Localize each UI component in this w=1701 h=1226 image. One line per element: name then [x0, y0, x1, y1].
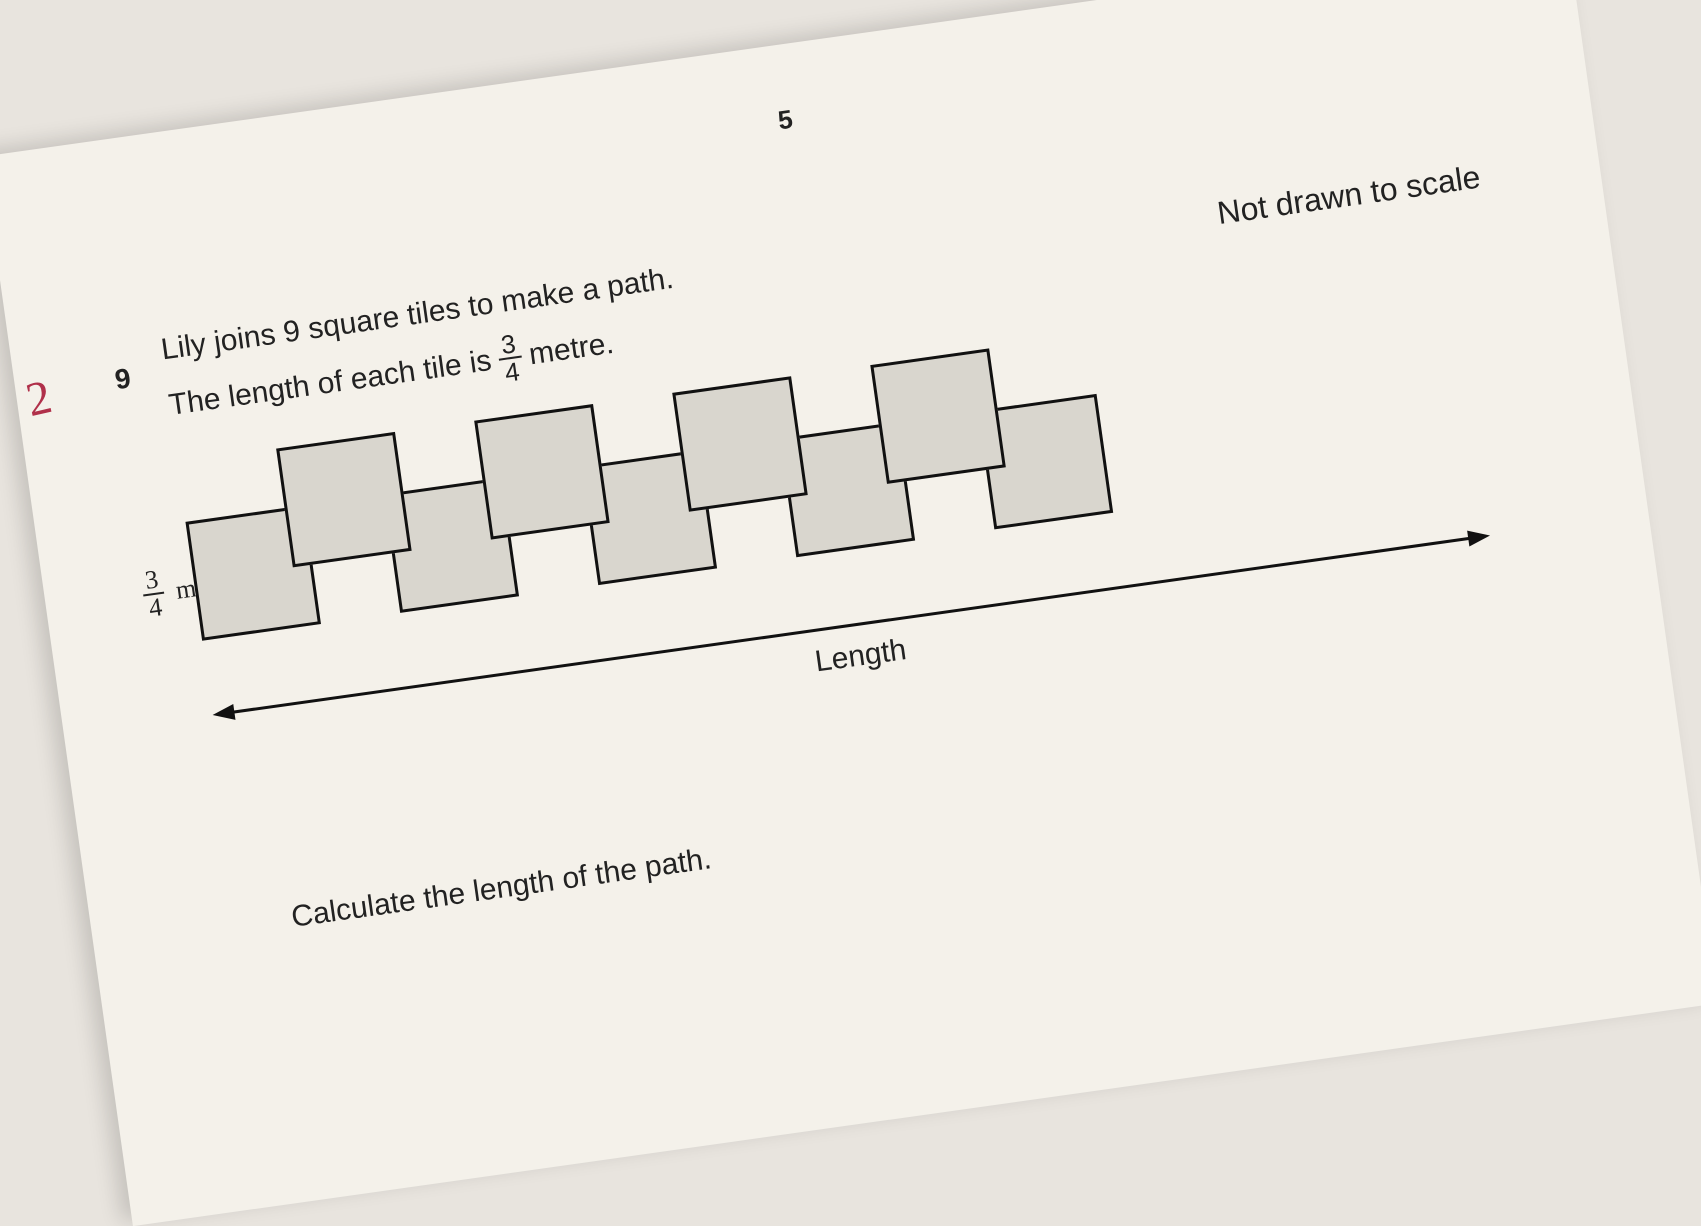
- page-number: 5: [776, 104, 795, 137]
- side-fraction: 3 4: [140, 566, 168, 622]
- side-fraction-den: 4: [143, 594, 167, 623]
- calculate-instruction: Calculate the length of the path.: [289, 842, 713, 935]
- tile-length-fraction: 3 4: [495, 330, 525, 387]
- not-to-scale-note: Not drawn to scale: [1215, 159, 1483, 233]
- tile: [276, 432, 412, 568]
- tile: [870, 348, 1006, 484]
- side-fraction-num: 3: [140, 566, 165, 597]
- worksheet-page: 5 10 Point 2 9 Lily joins 9 square tiles…: [0, 0, 1701, 1226]
- question-number: 9: [113, 362, 133, 396]
- fraction-denominator: 4: [499, 358, 525, 387]
- tile: [672, 376, 808, 512]
- line2-suffix: metre.: [527, 327, 616, 373]
- tile: [474, 404, 610, 540]
- teacher-mark: 2: [21, 369, 57, 428]
- fraction-numerator: 3: [495, 330, 521, 361]
- tile-side-label: 3 4 m: [132, 561, 200, 623]
